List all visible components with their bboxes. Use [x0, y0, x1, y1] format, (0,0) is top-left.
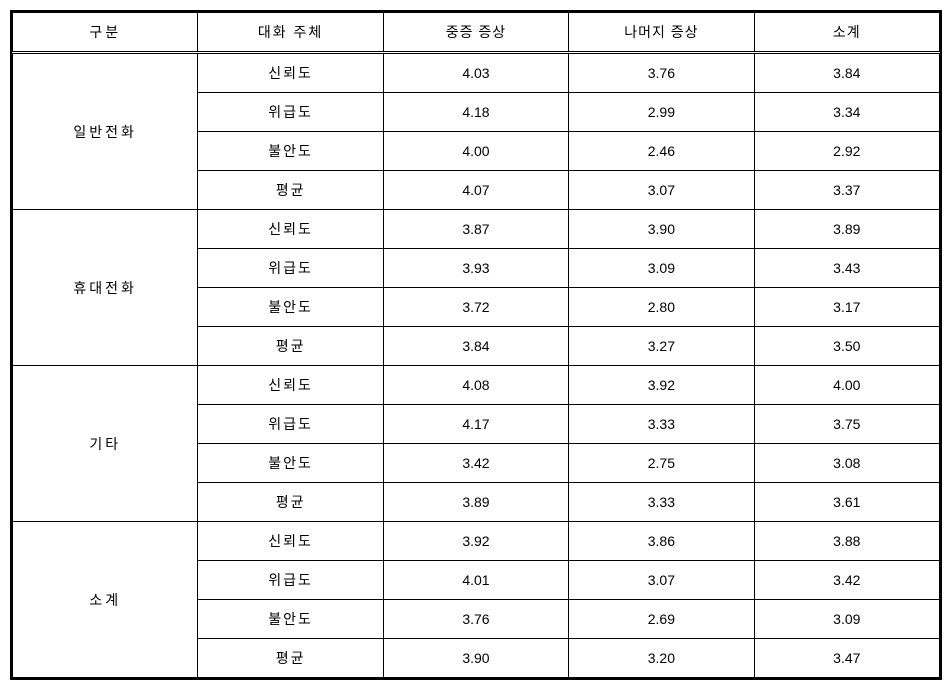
subject-cell: 신뢰도 [198, 53, 383, 93]
subject-cell: 위급도 [198, 249, 383, 288]
data-cell: 3.42 [754, 561, 939, 600]
data-cell: 3.75 [754, 405, 939, 444]
subject-cell: 평균 [198, 639, 383, 678]
data-cell: 3.50 [754, 327, 939, 366]
data-cell: 3.88 [754, 522, 939, 561]
data-cell: 3.43 [754, 249, 939, 288]
data-cell: 2.99 [569, 93, 754, 132]
data-table: 구분 대화 주체 중증 증상 나머지 증상 소계 일반전화 신뢰도 4.03 3… [12, 12, 940, 678]
data-cell: 3.84 [383, 327, 568, 366]
data-cell: 3.87 [383, 210, 568, 249]
data-cell: 3.89 [754, 210, 939, 249]
subject-cell: 평균 [198, 327, 383, 366]
data-cell: 2.46 [569, 132, 754, 171]
subject-cell: 불안도 [198, 600, 383, 639]
data-cell: 4.00 [383, 132, 568, 171]
subject-cell: 신뢰도 [198, 366, 383, 405]
subject-cell: 평균 [198, 483, 383, 522]
data-table-container: 구분 대화 주체 중증 증상 나머지 증상 소계 일반전화 신뢰도 4.03 3… [10, 10, 942, 680]
data-cell: 3.37 [754, 171, 939, 210]
table-row: 일반전화 신뢰도 4.03 3.76 3.84 [13, 53, 940, 93]
data-cell: 3.76 [569, 53, 754, 93]
data-cell: 3.08 [754, 444, 939, 483]
table-row: 소계 신뢰도 3.92 3.86 3.88 [13, 522, 940, 561]
data-cell: 3.17 [754, 288, 939, 327]
table-body: 일반전화 신뢰도 4.03 3.76 3.84 위급도 4.18 2.99 3.… [13, 53, 940, 678]
data-cell: 3.76 [383, 600, 568, 639]
table-row: 휴대전화 신뢰도 3.87 3.90 3.89 [13, 210, 940, 249]
data-cell: 4.03 [383, 53, 568, 93]
data-cell: 4.00 [754, 366, 939, 405]
data-cell: 3.33 [569, 483, 754, 522]
data-cell: 3.86 [569, 522, 754, 561]
data-cell: 3.61 [754, 483, 939, 522]
data-cell: 4.01 [383, 561, 568, 600]
data-cell: 3.27 [569, 327, 754, 366]
data-cell: 3.92 [569, 366, 754, 405]
data-cell: 3.92 [383, 522, 568, 561]
data-cell: 2.75 [569, 444, 754, 483]
data-cell: 2.69 [569, 600, 754, 639]
subject-cell: 불안도 [198, 288, 383, 327]
category-cell: 소계 [13, 522, 198, 678]
data-cell: 3.93 [383, 249, 568, 288]
data-cell: 3.42 [383, 444, 568, 483]
data-cell: 3.07 [569, 561, 754, 600]
table-head: 구분 대화 주체 중증 증상 나머지 증상 소계 [13, 13, 940, 53]
data-cell: 3.34 [754, 93, 939, 132]
data-cell: 3.09 [569, 249, 754, 288]
data-cell: 4.17 [383, 405, 568, 444]
subject-cell: 불안도 [198, 132, 383, 171]
header-subtotal: 소계 [754, 13, 939, 53]
data-cell: 4.18 [383, 93, 568, 132]
header-severe: 중증 증상 [383, 13, 568, 53]
data-cell: 3.84 [754, 53, 939, 93]
subject-cell: 위급도 [198, 561, 383, 600]
category-cell: 기타 [13, 366, 198, 522]
subject-cell: 불안도 [198, 444, 383, 483]
data-cell: 3.33 [569, 405, 754, 444]
subject-cell: 신뢰도 [198, 522, 383, 561]
data-cell: 4.07 [383, 171, 568, 210]
header-category: 구분 [13, 13, 198, 53]
data-cell: 4.08 [383, 366, 568, 405]
data-cell: 3.90 [569, 210, 754, 249]
data-cell: 3.90 [383, 639, 568, 678]
subject-cell: 위급도 [198, 405, 383, 444]
header-subject: 대화 주체 [198, 13, 383, 53]
data-cell: 3.47 [754, 639, 939, 678]
header-row: 구분 대화 주체 중증 증상 나머지 증상 소계 [13, 13, 940, 53]
data-cell: 3.07 [569, 171, 754, 210]
data-cell: 3.20 [569, 639, 754, 678]
data-cell: 2.80 [569, 288, 754, 327]
subject-cell: 평균 [198, 171, 383, 210]
data-cell: 2.92 [754, 132, 939, 171]
category-cell: 휴대전화 [13, 210, 198, 366]
header-rest: 나머지 증상 [569, 13, 754, 53]
data-cell: 3.72 [383, 288, 568, 327]
data-cell: 3.09 [754, 600, 939, 639]
data-cell: 3.89 [383, 483, 568, 522]
subject-cell: 위급도 [198, 93, 383, 132]
category-cell: 일반전화 [13, 53, 198, 210]
table-row: 기타 신뢰도 4.08 3.92 4.00 [13, 366, 940, 405]
subject-cell: 신뢰도 [198, 210, 383, 249]
